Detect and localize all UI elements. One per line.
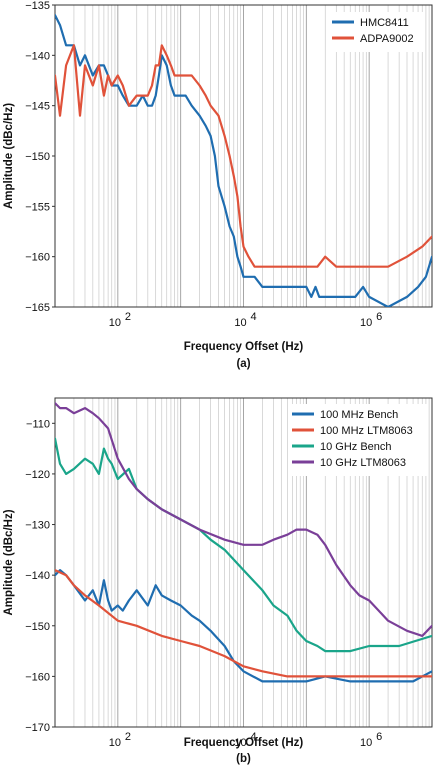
legend-label: ADPA9002: [360, 33, 414, 45]
x-tick-label: 10: [234, 737, 246, 749]
legend-label: 10 GHz LTM8063: [320, 457, 406, 469]
series-group: [55, 14, 432, 307]
series-line-1: [55, 44, 432, 268]
y-tick-label: −145: [25, 101, 50, 113]
y-tick-label: −150: [25, 621, 50, 633]
chart-panel-a: −135 −140 −145 −150 −155 −160 −165 10 2 10 4 10 6 Fre…: [3, 0, 433, 370]
x-tick-label: 10: [234, 317, 246, 329]
y-tick-label: −140: [25, 50, 50, 62]
plot-frame: [54, 397, 433, 728]
x-tick-exponent: 2: [125, 311, 131, 323]
legend-background: [328, 12, 424, 52]
y-tick-label: −130: [25, 520, 50, 532]
y-tick-label: −110: [26, 418, 50, 430]
x-axis-title: Frequency Offset (Hz): [184, 737, 304, 749]
legend-label: 10 GHz Bench: [320, 441, 392, 453]
x-axis-title: Frequency Offset (Hz): [184, 341, 304, 353]
legend-label: 100 MHz Bench: [320, 409, 398, 421]
y-tick-label: −165: [25, 302, 50, 314]
y-tick-label: −160: [25, 671, 50, 683]
x-tick-exponent: 2: [125, 731, 131, 743]
y-tick-label: −150: [25, 151, 50, 163]
series-line-0: [55, 568, 432, 683]
y-axis-title: Amplitude (dBc/Hz): [3, 509, 15, 615]
x-tick-exponent: 4: [251, 731, 257, 743]
y-axis-title: Amplitude (dBc/Hz): [3, 103, 15, 209]
legend: 100 MHz Bench 100 MHz LTM8063 10 GHz Bench…: [288, 404, 428, 476]
y-tick-label: −140: [25, 570, 50, 582]
x-tick-label: 10: [360, 737, 372, 749]
x-tick-exponent: 6: [376, 311, 382, 323]
legend-label: 100 MHz LTM8063: [320, 425, 413, 437]
y-tick-label: −120: [25, 469, 50, 481]
series-line-3: [55, 402, 432, 638]
legend-background: [288, 404, 428, 476]
y-tick-label: −155: [25, 201, 50, 213]
y-tick-label: −170: [25, 722, 50, 734]
panel-label: (b): [236, 753, 251, 765]
x-tick-label: 10: [109, 737, 121, 749]
y-tick-label: −160: [25, 252, 50, 264]
y-tick-label: −135: [25, 0, 50, 12]
panel-label: (a): [236, 358, 250, 370]
series-group: [55, 402, 432, 683]
legend: HMC8411 ADPA9002: [328, 12, 424, 52]
chart-panel-b: −110 −120 −130 −140 −150 −160 −170 10 2 10 4 10 6 Fre…: [3, 397, 433, 765]
x-tick-label: 10: [360, 317, 372, 329]
x-tick-exponent: 4: [251, 311, 257, 323]
x-tick-label: 10: [109, 317, 121, 329]
legend-label: HMC8411: [360, 17, 409, 29]
x-tick-exponent: 6: [376, 731, 382, 743]
series-line-1: [55, 568, 432, 678]
